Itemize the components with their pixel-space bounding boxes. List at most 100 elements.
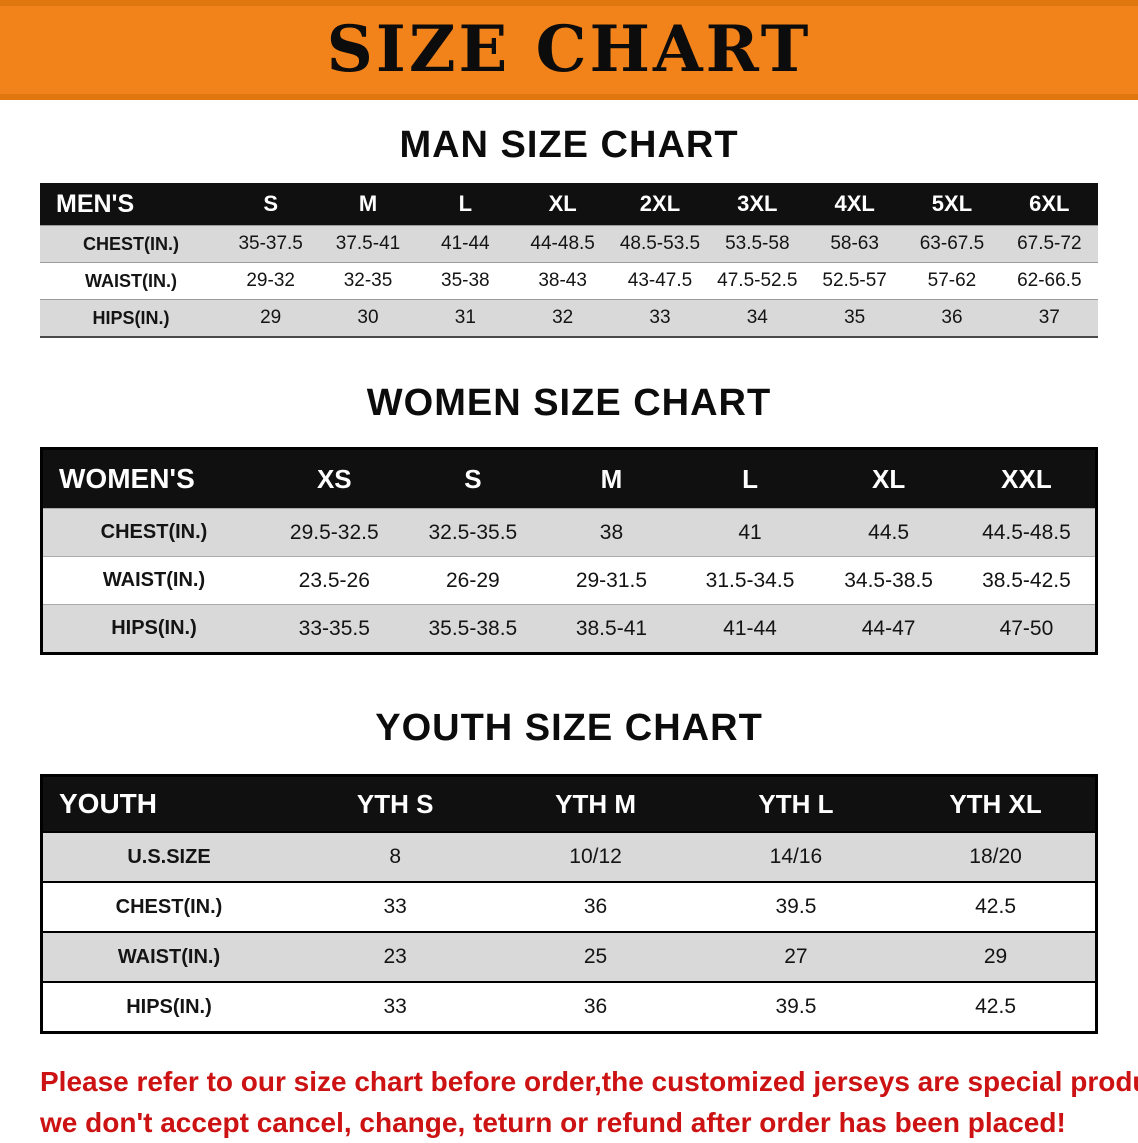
measurement-value-cell: 29-31.5 xyxy=(575,568,648,592)
size-column-header: M xyxy=(542,448,681,509)
measurement-value-cell: 31.5-34.5 xyxy=(705,568,795,592)
measurement-value-cell: 27 xyxy=(784,945,808,968)
size-column-header: XL xyxy=(513,183,612,226)
measurement-value-cell: 37.5-41 xyxy=(335,233,401,254)
measurement-value-cell: 26-29 xyxy=(446,568,500,592)
measurement-value-cell: 33 xyxy=(383,995,407,1018)
measurement-value-cell: 36 xyxy=(941,307,963,328)
measurement-value-cell: 52.5-57 xyxy=(822,270,887,291)
measurement-value-cell: 35 xyxy=(844,307,866,328)
table-row: HIPS(IN.) 29 30 31 32 33 34 35 36 37 xyxy=(40,299,1098,337)
measurement-value-cell: 48.5-53.5 xyxy=(619,233,701,254)
size-column-header: YTH S xyxy=(295,775,496,832)
measurement-value-cell: 44.5-48.5 xyxy=(982,520,1071,544)
size-column-header: S xyxy=(222,183,320,226)
size-column-header: 2XL xyxy=(611,183,709,226)
table-header-row: YOUTH YTH S YTH M YTH L YTH XL xyxy=(41,775,1097,832)
youth-size-table: YOUTH YTH S YTH M YTH L YTH XL U.S.SIZE 8 10/12… xyxy=(40,774,1098,1034)
measurement-value-cell: 63-67.5 xyxy=(919,233,985,254)
size-column-header: YTH M xyxy=(495,775,696,832)
measurement-value-cell: 41-44 xyxy=(441,233,490,254)
measurement-value-cell: 23 xyxy=(383,945,407,968)
measurement-value-cell: 38-43 xyxy=(538,270,587,291)
size-column-header: XL xyxy=(819,448,958,509)
women-section-heading: WOMEN SIZE CHART xyxy=(366,382,772,424)
measurement-value-cell: 29-32 xyxy=(246,270,295,291)
measurement-value-cell: 32-35 xyxy=(343,270,393,291)
footer-disclaimer: Please refer to our size chart before or… xyxy=(40,1062,1138,1143)
measurement-value-cell: 38.5-41 xyxy=(575,616,648,640)
measurement-value-cell: 42.5 xyxy=(975,995,1016,1018)
size-column-header: M xyxy=(319,183,417,226)
measurement-value-cell: 58-63 xyxy=(830,233,879,254)
table-row: WAIST(IN.) 23 25 27 29 xyxy=(41,932,1097,982)
measurement-value-cell: 33-35.5 xyxy=(298,616,370,640)
measurement-value-cell: 33 xyxy=(383,895,407,918)
row-label-cell: WAIST(IN.) xyxy=(102,569,206,591)
measurement-value-cell: 29 xyxy=(260,307,282,328)
table-title-cell: YOUTH xyxy=(41,775,295,832)
measurement-value-cell: 39.5 xyxy=(775,895,817,918)
measurement-value-cell: 29.5-32.5 xyxy=(289,520,379,544)
row-label-cell: HIPS(IN.) xyxy=(126,995,212,1018)
row-label-cell: CHEST(IN.) xyxy=(100,521,208,543)
measurement-value-cell: 42.5 xyxy=(975,895,1016,918)
size-column-header: L xyxy=(680,448,820,509)
youth-section-heading: YOUTH SIZE CHART xyxy=(375,707,763,749)
row-label-cell: WAIST(IN.) xyxy=(117,945,221,968)
measurement-value-cell: 38.5-42.5 xyxy=(982,568,1071,592)
measurement-value-cell: 53.5-58 xyxy=(725,233,790,254)
measurement-value-cell: 35-38 xyxy=(441,270,490,291)
measurement-value-cell: 34.5-38.5 xyxy=(844,568,933,592)
size-column-header: 6XL xyxy=(1000,183,1098,226)
measurement-value-cell: 33 xyxy=(649,307,671,328)
size-column-header: XS xyxy=(265,448,404,509)
measurement-value-cell: 18/20 xyxy=(969,845,1022,868)
row-label-cell: HIPS(IN.) xyxy=(111,617,197,639)
measurement-value-cell: 44-47 xyxy=(861,616,916,640)
footer-disclaimer-line1: Please refer to our size chart before or… xyxy=(40,1066,1138,1097)
table-row: HIPS(IN.) 33-35.5 35.5-38.5 38.5-41 41-44 44-… xyxy=(41,604,1097,654)
table-header-row: MEN'S S M L XL 2XL 3XL 4XL 5XL 6XL xyxy=(40,183,1098,226)
measurement-value-cell: 44.5 xyxy=(868,520,910,544)
measurement-value-cell: 47-50 xyxy=(999,616,1054,640)
measurement-value-cell: 10/12 xyxy=(569,845,622,868)
measurement-value-cell: 36 xyxy=(583,995,608,1018)
row-label-cell: WAIST(IN.) xyxy=(85,270,177,291)
row-label-cell: CHEST(IN.) xyxy=(115,895,223,918)
size-column-header: YTH XL xyxy=(896,775,1097,832)
measurement-value-cell: 32.5-35.5 xyxy=(428,520,518,544)
banner-title: SIZE CHART xyxy=(326,12,812,87)
measurement-value-cell: 14/16 xyxy=(769,845,823,868)
measurement-value-cell: 34 xyxy=(746,307,768,328)
measurement-value-cell: 25 xyxy=(583,945,608,968)
size-column-header: L xyxy=(416,183,514,226)
measurement-value-cell: 31 xyxy=(454,307,476,328)
size-chart-banner: SIZE CHART xyxy=(0,0,1138,100)
size-column-header: S xyxy=(403,448,543,509)
table-title-cell: MEN'S xyxy=(40,183,222,226)
measurement-value-cell: 57-62 xyxy=(927,270,977,291)
men-size-table: MEN'S S M L XL 2XL 3XL 4XL 5XL 6XL CHEST(IN.) 35-37… xyxy=(40,183,1098,338)
table-row: HIPS(IN.) 33 36 39.5 42.5 xyxy=(41,982,1097,1033)
measurement-value-cell: 41 xyxy=(738,520,762,544)
measurement-value-cell: 30 xyxy=(357,307,379,328)
row-label-cell: CHEST(IN.) xyxy=(83,233,179,254)
row-label-cell: HIPS(IN.) xyxy=(92,307,170,328)
table-row: CHEST(IN.) 35-37.5 37.5-41 41-44 44-48.5 48.5… xyxy=(40,225,1098,263)
measurement-value-cell: 32 xyxy=(552,307,574,328)
measurement-value-cell: 44-48.5 xyxy=(530,233,595,254)
size-column-header: 5XL xyxy=(903,183,1001,226)
table-row: U.S.SIZE 8 10/12 14/16 18/20 xyxy=(41,832,1097,882)
measurement-value-cell: 62-66.5 xyxy=(1017,270,1082,291)
measurement-value-cell: 67.5-72 xyxy=(1017,233,1082,254)
measurement-value-cell: 47.5-52.5 xyxy=(717,270,798,291)
table-header-row: WOMEN'S XS S M L XL XXL xyxy=(41,448,1097,509)
measurement-value-cell: 36 xyxy=(583,895,608,918)
measurement-value-cell: 8 xyxy=(389,845,402,868)
measurement-value-cell: 35.5-38.5 xyxy=(428,616,518,640)
size-column-header: 3XL xyxy=(708,183,806,226)
measurement-value-cell: 23.5-26 xyxy=(298,568,370,592)
measurement-value-cell: 43-47.5 xyxy=(627,270,693,291)
row-label-cell: U.S.SIZE xyxy=(127,845,211,868)
